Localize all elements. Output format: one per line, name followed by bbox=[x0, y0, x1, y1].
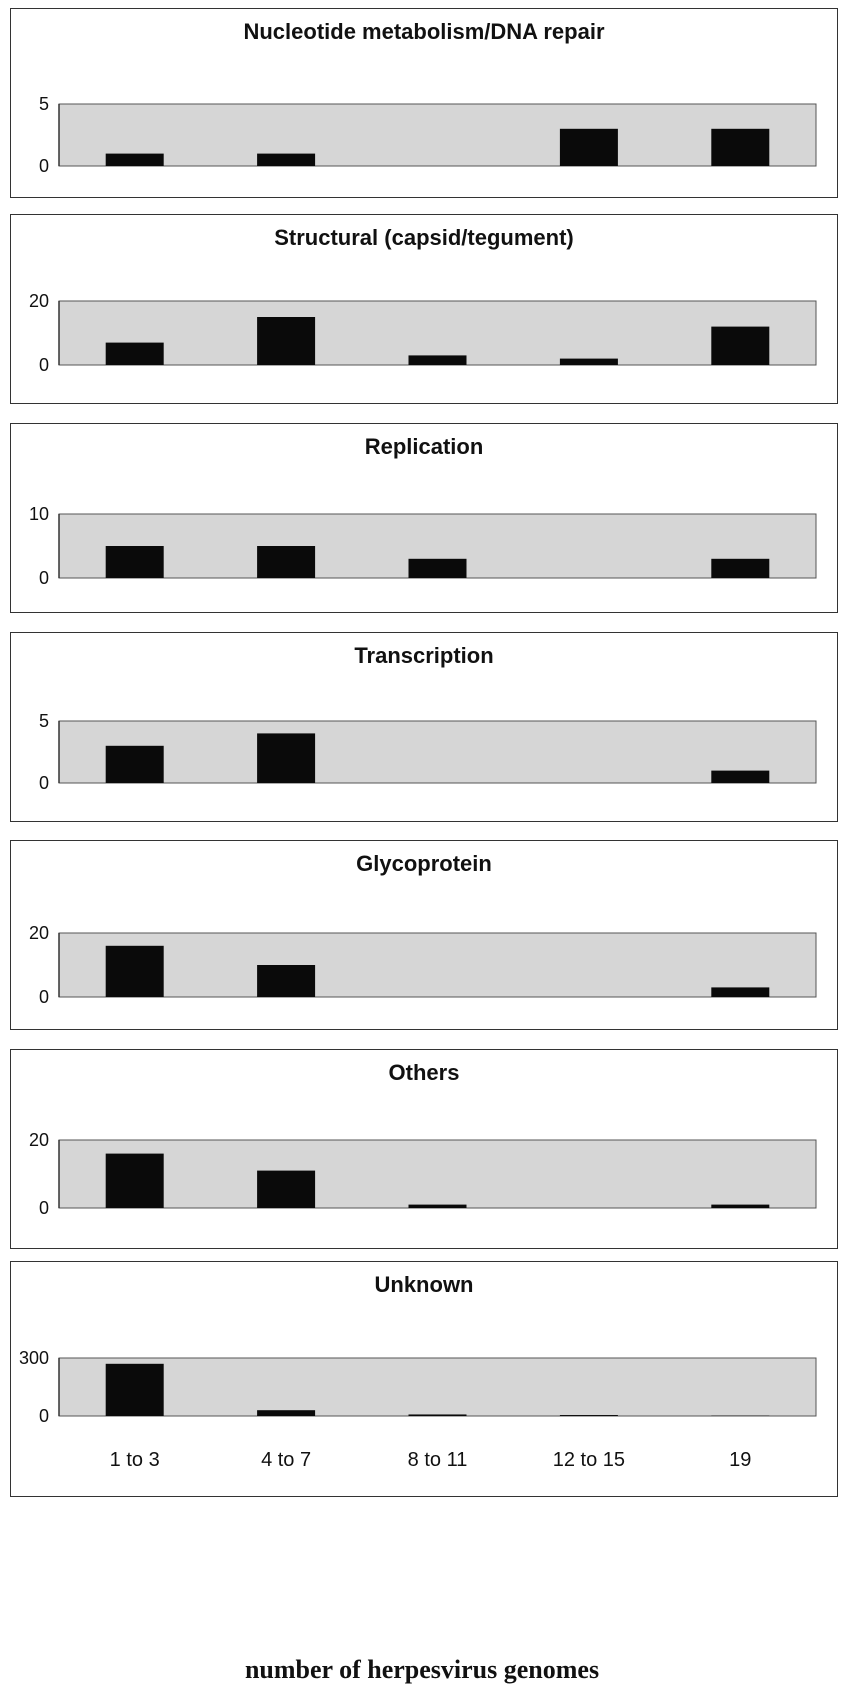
bar bbox=[711, 558, 770, 578]
y-tick-label: 20 bbox=[29, 291, 49, 311]
bar bbox=[408, 1204, 467, 1208]
bar bbox=[711, 128, 770, 166]
bar bbox=[105, 745, 164, 783]
chart-title: Glycoprotein bbox=[356, 851, 492, 876]
bar bbox=[105, 1363, 164, 1416]
bar bbox=[257, 1170, 316, 1208]
x-tick-label: 19 bbox=[729, 1449, 751, 1471]
y-tick-label: 5 bbox=[39, 94, 49, 114]
chart-panel: Structural (capsid/tegument) 0 20 bbox=[10, 214, 838, 404]
bar bbox=[105, 342, 164, 365]
bar bbox=[408, 558, 467, 578]
bar bbox=[105, 153, 164, 166]
chart-title: Nucleotide metabolism/DNA repair bbox=[243, 19, 605, 44]
bar bbox=[711, 1204, 770, 1208]
chart-svg: 0 20 bbox=[29, 291, 817, 375]
chart-svg: 0 20 bbox=[29, 1130, 817, 1218]
chart-title: Transcription bbox=[354, 643, 494, 668]
chart-panel: Others 0 20 bbox=[10, 1049, 838, 1249]
plot-area bbox=[58, 1139, 817, 1209]
x-tick-label: 8 to 11 bbox=[408, 1449, 468, 1471]
bar bbox=[257, 317, 316, 365]
chart-panel: Nucleotide metabolism/DNA repair 0 5 bbox=[10, 8, 838, 198]
chart-svg: 05 bbox=[39, 711, 817, 793]
bar bbox=[408, 1414, 467, 1416]
plot-area bbox=[58, 1357, 817, 1417]
chart-svg: 05 bbox=[39, 94, 817, 176]
y-tick-label: 5 bbox=[39, 711, 49, 731]
y-tick-label: 10 bbox=[29, 504, 49, 524]
chart-panel: Replication 0 10 bbox=[10, 423, 838, 613]
chart-panel: Unknown 0 300 1 to 3 4 to 7 8 to 11 12 to 15 19 bbox=[10, 1261, 838, 1497]
bar bbox=[257, 546, 316, 578]
y-tick-label: 0 bbox=[39, 355, 49, 375]
x-tick-label: 1 to 3 bbox=[110, 1449, 160, 1471]
bar bbox=[711, 770, 770, 783]
bar bbox=[105, 945, 164, 997]
chart-svg: 0 20 bbox=[29, 923, 817, 1007]
y-tick-label: 300 bbox=[19, 1348, 49, 1368]
x-tick-label: 12 to 15 bbox=[553, 1449, 625, 1471]
chart-title: Others bbox=[388, 1060, 460, 1085]
chart-svg: 0 10 bbox=[29, 504, 817, 588]
bar bbox=[257, 733, 316, 783]
chart-panel: Transcription 0 5 bbox=[10, 632, 838, 822]
bar bbox=[559, 1415, 618, 1416]
chart-svg: 0 300 1 to 3 4 to 7 8 to 11 12 to 15 19 bbox=[19, 1348, 817, 1471]
bar bbox=[257, 965, 316, 997]
chart-panel: Glycoprotein 0 20 bbox=[10, 840, 838, 1030]
bar bbox=[559, 128, 618, 166]
bar bbox=[105, 1153, 164, 1208]
chart-title: Structural (capsid/tegument) bbox=[274, 225, 574, 250]
y-tick-label: 0 bbox=[39, 773, 49, 793]
y-tick-label: 0 bbox=[39, 568, 49, 588]
y-tick-label: 0 bbox=[39, 987, 49, 1007]
x-axis-label: number of herpesvirus genomes bbox=[244, 1655, 600, 1684]
y-tick-label: 0 bbox=[39, 1198, 49, 1218]
bar bbox=[257, 1410, 316, 1416]
chart-title: Unknown bbox=[374, 1272, 474, 1297]
bar bbox=[711, 987, 770, 997]
bar bbox=[408, 355, 467, 365]
y-tick-label: 20 bbox=[29, 1130, 49, 1150]
chart-title: Replication bbox=[364, 434, 484, 459]
y-tick-label: 0 bbox=[39, 1406, 49, 1426]
plot-area bbox=[58, 932, 817, 998]
bar bbox=[559, 358, 618, 365]
plot-area bbox=[58, 720, 817, 784]
bar bbox=[105, 546, 164, 578]
y-tick-label: 20 bbox=[29, 923, 49, 943]
plot-area bbox=[58, 103, 817, 167]
x-tick-label: 4 to 7 bbox=[261, 1449, 311, 1471]
y-tick-label: 0 bbox=[39, 156, 49, 176]
bar bbox=[257, 153, 316, 166]
bar bbox=[711, 326, 770, 365]
